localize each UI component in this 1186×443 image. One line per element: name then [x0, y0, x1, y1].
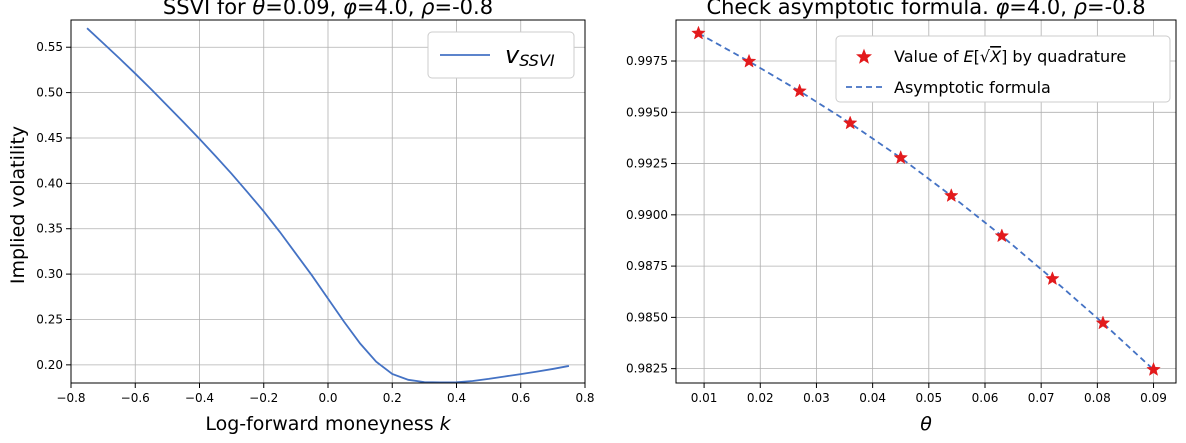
left-x-ticks: −0.8 −0.6 −0.4 −0.2 0.0 0.2 0.4 0.6 0.8	[56, 383, 595, 405]
right-legend-star-swatch	[856, 48, 872, 64]
right-x-axis-label: θ	[920, 413, 932, 435]
left-legend-box	[427, 31, 575, 79]
left-chart: −0.8 −0.6 −0.4 −0.2 0.0 0.2 0.4 0.6 0.8 0.20 0.25…	[7, 0, 595, 435]
right-plot-frame	[675, 19, 1177, 384]
left-x-tick-label: −0.8	[56, 391, 85, 405]
right-series-line-asymptotic	[698, 32, 1155, 371]
left-y-tick-label: 0.45	[36, 131, 63, 145]
right-x-tick-label: 0.05	[915, 391, 942, 405]
left-y-tick-label: 0.50	[36, 86, 63, 100]
right-y-tick-label: 0.9950	[626, 105, 668, 119]
right-star-point	[943, 188, 959, 202]
left-y-tick-label: 0.55	[36, 40, 63, 54]
right-x-tick-label: 0.07	[1028, 391, 1055, 405]
right-x-tick-label: 0.09	[1140, 391, 1167, 405]
left-y-tick-label: 0.35	[36, 222, 63, 236]
left-x-tick-label: −0.4	[185, 391, 214, 405]
right-chart-title: Check asymptotic formula. φ=4.0, ρ=-0.8	[706, 0, 1145, 19]
left-x-tick-label: −0.2	[249, 391, 278, 405]
right-star-point	[842, 115, 858, 130]
left-legend-label-v-ssvi: vSSVI	[505, 41, 555, 70]
left-y-tick-label: 0.25	[36, 312, 63, 326]
left-gridlines	[70, 20, 586, 383]
right-legend-label-asymptotic: Asymptotic formula	[894, 78, 1051, 97]
right-y-tick-label: 0.9900	[626, 208, 668, 222]
right-x-tick-label: 0.02	[747, 391, 774, 405]
left-series-line-v-ssvi	[86, 27, 570, 384]
left-x-axis-label: Log-forward moneyness k	[205, 413, 451, 435]
right-x-ticks: 0.01 0.02 0.03 0.04 0.05 0.06 0.07 0.08 0.09	[691, 383, 1167, 405]
right-star-point	[792, 83, 807, 98]
left-x-tick-label: 0.0	[318, 391, 337, 405]
right-x-tick-label: 0.01	[691, 391, 718, 405]
right-x-tick-label: 0.08	[1084, 391, 1111, 405]
right-star-point	[893, 150, 909, 165]
right-y-tick-label: 0.9825	[626, 362, 668, 376]
left-x-tick-label: 0.2	[383, 391, 402, 405]
right-x-tick-label: 0.03	[803, 391, 830, 405]
left-x-tick-label: 0.6	[511, 391, 530, 405]
right-legend-label-quadrature: Value of E[√X] by quadrature	[894, 47, 1126, 66]
right-star-point	[1095, 315, 1111, 330]
left-x-tick-label: 0.4	[447, 391, 466, 405]
right-y-ticks: 0.9825 0.9850 0.9875 0.9900 0.9925 0.9950 0.99…	[626, 54, 676, 376]
left-y-tick-label: 0.30	[36, 267, 63, 281]
right-chart: 0.01 0.02 0.03 0.04 0.05 0.06 0.07 0.08 0.09 0.9…	[626, 0, 1177, 435]
right-y-tick-label: 0.9975	[626, 54, 668, 68]
right-y-tick-label: 0.9875	[626, 259, 668, 273]
right-x-tick-label: 0.04	[859, 391, 886, 405]
left-y-tick-label: 0.20	[36, 358, 63, 372]
left-legend: vSSVI	[427, 31, 575, 79]
right-star-point	[741, 53, 757, 68]
left-y-tick-label: 0.40	[36, 176, 63, 190]
right-x-tick-label: 0.06	[972, 391, 999, 405]
left-y-axis-label: Implied volatility	[7, 126, 29, 284]
right-legend: Value of E[√X] by quadrature Asymptotic …	[835, 35, 1171, 103]
right-legend-box	[835, 35, 1171, 103]
right-star-point	[691, 25, 706, 40]
left-y-ticks: 0.20 0.25 0.30 0.35 0.40 0.45 0.50 0.55	[36, 40, 71, 372]
left-x-tick-label: −0.6	[121, 391, 150, 405]
right-y-tick-label: 0.9850	[626, 310, 668, 324]
right-star-point	[1146, 361, 1161, 376]
right-star-point	[994, 228, 1010, 243]
right-star-point	[1045, 271, 1060, 286]
right-series-points-quadrature	[691, 25, 1161, 376]
right-y-tick-label: 0.9925	[626, 157, 668, 171]
left-chart-title: SSVI for θ=0.09, φ=4.0, ρ=-0.8	[163, 0, 493, 19]
left-x-tick-label: 0.8	[575, 391, 594, 405]
